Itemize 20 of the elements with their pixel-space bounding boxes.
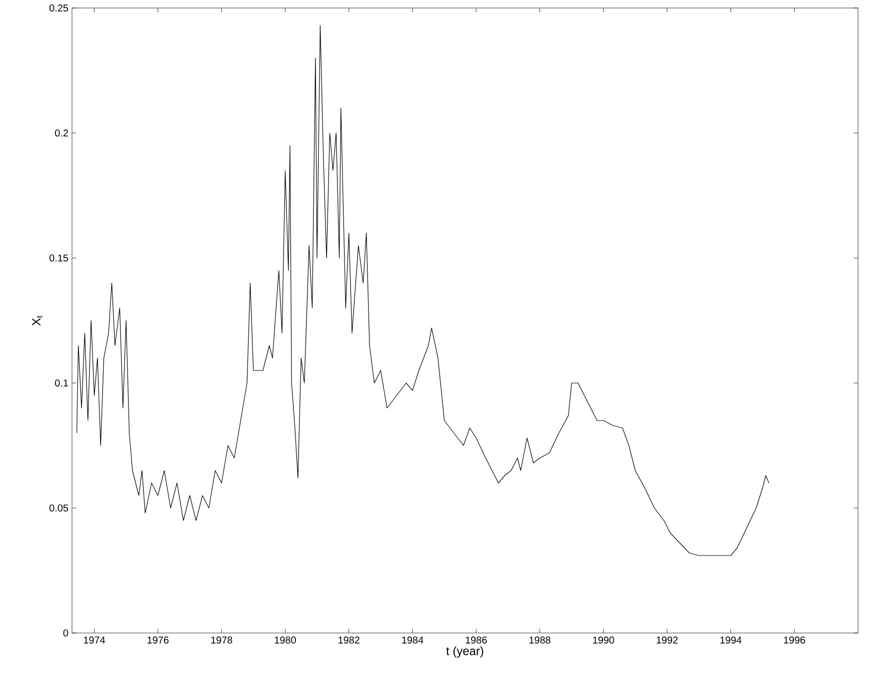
x-tick-label: 1976	[148, 636, 169, 644]
x-tick-label: 1986	[466, 636, 487, 644]
x-tick-label: 1988	[529, 636, 550, 644]
y-tick-label: 0.25	[49, 4, 68, 12]
y-tick-label: 0.05	[49, 504, 68, 512]
y-tick-label: 0.2	[55, 129, 68, 137]
y-tick-label: 0.15	[49, 254, 68, 262]
x-tick-label: 1994	[720, 636, 742, 644]
x-tick-label: 1984	[402, 636, 424, 644]
x-tick-label: 1974	[84, 636, 106, 644]
x-tick-label: 1990	[593, 636, 614, 644]
x-tick-label: 1980	[274, 636, 296, 644]
x-tick-label: 1978	[211, 636, 232, 644]
x-tick-label: 1996	[784, 636, 806, 644]
x-tick-label: 1992	[656, 636, 678, 644]
x-tick-label: 1982	[338, 636, 360, 644]
y-tick-label: 0	[63, 629, 68, 637]
x-axis-title: t (year)	[446, 646, 484, 658]
y-axis-title: X$_{t}$	[32, 316, 42, 326]
y-tick-label: 0.1	[55, 379, 68, 387]
